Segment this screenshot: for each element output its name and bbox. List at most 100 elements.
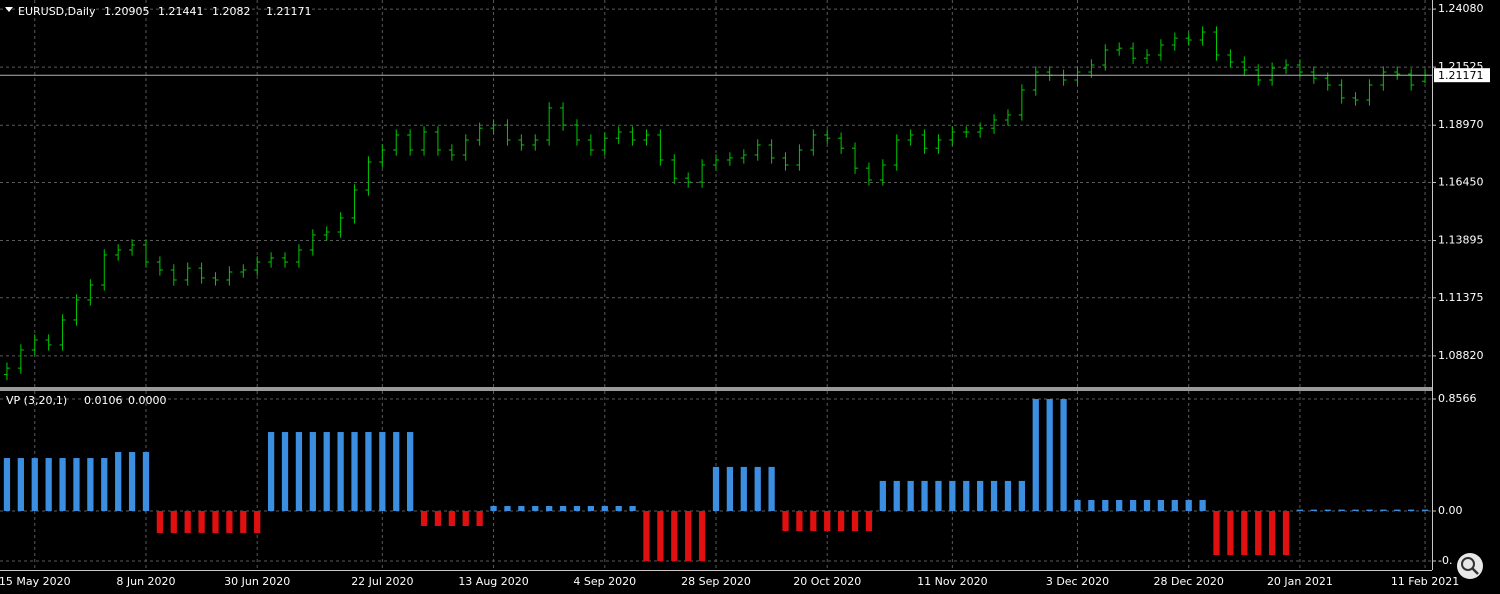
current-price-box (1434, 68, 1490, 83)
indicator-bar (1310, 509, 1317, 511)
indicator-bar (309, 432, 316, 511)
indicator-bar (1088, 500, 1095, 511)
grid (0, 0, 1432, 570)
indicator-bar (295, 432, 303, 511)
x-tick-label: 4 Sep 2020 (573, 575, 636, 588)
indicator-bar (1171, 500, 1178, 511)
indicator-bar (963, 480, 970, 511)
indicator-bar (1213, 510, 1220, 556)
indicator-bar (170, 510, 177, 533)
x-tick-label: 11 Feb 2021 (1391, 575, 1459, 588)
x-tick-label: 8 Jun 2020 (116, 575, 175, 588)
indicator-bar (1018, 480, 1025, 511)
indicator-bar (115, 452, 122, 511)
menu-triangle[interactable] (5, 7, 13, 12)
indicator-bar (1296, 509, 1304, 511)
indicator-bar (1199, 500, 1206, 511)
indicator-second-value: 0.0000 (128, 394, 167, 407)
indicator-bar (837, 510, 845, 531)
indicator-bar (573, 506, 581, 511)
indicator-bar (754, 466, 761, 511)
indicator-bar (365, 432, 372, 511)
indicator-bar (587, 506, 595, 511)
indicator-bar (1116, 500, 1123, 511)
indicator-bar (17, 458, 24, 511)
indicator-bar (240, 510, 247, 533)
indicator-bar (601, 506, 608, 511)
indicator-bar (1060, 399, 1067, 511)
symbol-title: EURUSD,Daily (18, 5, 96, 18)
indicator-bar (337, 432, 344, 511)
zoom-lens[interactable] (1461, 557, 1475, 571)
x-tick-label: 20 Jan 2021 (1267, 575, 1333, 588)
indicator-bar (434, 510, 442, 527)
indicator-bar (281, 432, 289, 511)
indicator-bar (1046, 399, 1053, 511)
indicator-bar (657, 510, 664, 562)
indicator-value: 0.0106 (84, 394, 123, 407)
zoom-button[interactable] (1457, 553, 1483, 579)
indicator-bar (1268, 510, 1276, 556)
y-tick-label: 1.18970 (1438, 118, 1484, 131)
panel-separator (0, 387, 1432, 391)
indicator-bar (351, 432, 358, 511)
indicator-bar (407, 432, 414, 511)
x-tick-label: 13 Aug 2020 (458, 575, 528, 588)
indicator-bar (671, 510, 678, 562)
y-tick-label: 1.13895 (1438, 234, 1484, 247)
indicator-bar (1408, 509, 1415, 511)
indicator-bar (1241, 510, 1248, 556)
indicator-bar (156, 510, 164, 533)
indicator-bar (559, 506, 567, 511)
y-tick-label: 1.08820 (1438, 349, 1484, 362)
indicator-bar (796, 510, 803, 531)
indicator-bar (142, 452, 150, 511)
x-tick-label: 3 Dec 2020 (1046, 575, 1109, 588)
indicator-bar (865, 510, 873, 531)
indicator-bar (1394, 509, 1401, 511)
indicator-bar (1129, 500, 1137, 511)
indicator-bar (1074, 500, 1081, 511)
y-tick-label: -0. (1438, 554, 1452, 567)
indicator-bar (893, 480, 900, 511)
y-tick-label: 1.16450 (1438, 175, 1484, 188)
indicator-bar (128, 452, 136, 511)
x-tick-label: 11 Nov 2020 (917, 575, 987, 588)
y-tick-label: 0.00 (1438, 504, 1463, 517)
x-tick-label: 15 May 2020 (0, 575, 71, 588)
indicator-bar (990, 480, 998, 511)
indicator-bar (921, 480, 928, 511)
x-tick-label: 22 Jul 2020 (351, 575, 413, 588)
indicator-bar (949, 480, 956, 511)
indicator-bar (1366, 509, 1373, 511)
header-open: 1.20905 (104, 5, 150, 18)
indicator-bar (490, 506, 497, 511)
indicator-bar (1227, 510, 1234, 556)
indicator-bar (476, 510, 483, 527)
indicator-title: VP (3,20,1) (6, 394, 67, 407)
y-tick-label: 0.8566 (1438, 392, 1477, 405)
indicator-bar (3, 458, 11, 511)
indicator-bar (420, 510, 428, 527)
header-low: 1.2082 (212, 5, 251, 18)
indicator-bar (212, 510, 219, 533)
indicator-bar (726, 466, 734, 511)
indicator-bar (1282, 510, 1290, 556)
zoom-bg[interactable] (1457, 553, 1483, 579)
indicator-bar (698, 510, 706, 562)
x-tick-label: 28 Sep 2020 (681, 575, 751, 588)
indicator-bar (935, 480, 942, 511)
indicator-bar (1324, 509, 1331, 511)
zoom-handle[interactable] (1471, 567, 1479, 575)
indicator-bar (323, 432, 330, 511)
indicator-bar (1352, 509, 1359, 511)
indicator-bar (810, 510, 817, 531)
indicator-bar (532, 506, 539, 511)
indicator-bar (448, 510, 455, 527)
indicator-bar (1157, 500, 1165, 511)
indicator-bar (546, 506, 553, 511)
indicator-bar (462, 510, 469, 527)
indicator-bar (73, 458, 80, 511)
indicator-bar (1004, 480, 1012, 511)
indicator-bar (615, 506, 622, 511)
